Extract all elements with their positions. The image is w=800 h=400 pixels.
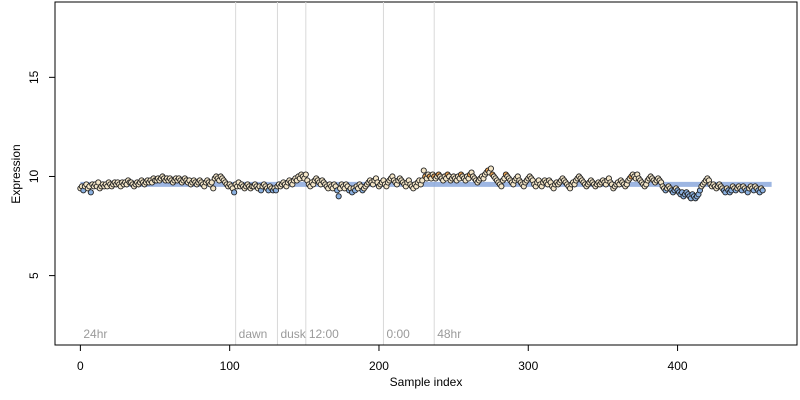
region-label: dusk bbox=[280, 327, 306, 341]
data-point bbox=[487, 165, 494, 172]
y-tick-label: 15 bbox=[27, 70, 41, 84]
data-point bbox=[498, 183, 505, 190]
x-tick-label: 200 bbox=[369, 359, 389, 373]
x-axis: 0 100 200 300 400 bbox=[77, 344, 688, 373]
y-tick-label: 10 bbox=[27, 169, 41, 183]
x-axis-label: Sample index bbox=[390, 375, 463, 389]
data-point bbox=[335, 193, 342, 200]
y-axis-label: Expression bbox=[9, 144, 23, 203]
data-point bbox=[302, 171, 309, 178]
y-tick-label: 5 bbox=[27, 272, 41, 279]
data-point bbox=[231, 189, 238, 196]
data-point bbox=[420, 167, 427, 174]
data-points bbox=[77, 165, 766, 202]
region-label: 24hr bbox=[83, 327, 107, 341]
x-tick-label: 0 bbox=[77, 359, 84, 373]
x-tick-label: 300 bbox=[518, 359, 538, 373]
region-labels: 24hr dawn dusk 12:00 0:00 48hr bbox=[83, 327, 461, 341]
y-axis: 5 10 15 bbox=[27, 70, 56, 279]
data-point bbox=[759, 187, 766, 194]
region-lines bbox=[235, 2, 435, 345]
data-point bbox=[210, 185, 217, 192]
region-label: 12:00 bbox=[309, 327, 339, 341]
x-tick-label: 400 bbox=[668, 359, 688, 373]
data-point bbox=[87, 189, 94, 196]
region-label: 0:00 bbox=[386, 327, 410, 341]
data-point bbox=[208, 179, 215, 186]
region-label: 48hr bbox=[437, 327, 461, 341]
region-label: dawn bbox=[239, 327, 268, 341]
x-tick-label: 100 bbox=[220, 359, 240, 373]
